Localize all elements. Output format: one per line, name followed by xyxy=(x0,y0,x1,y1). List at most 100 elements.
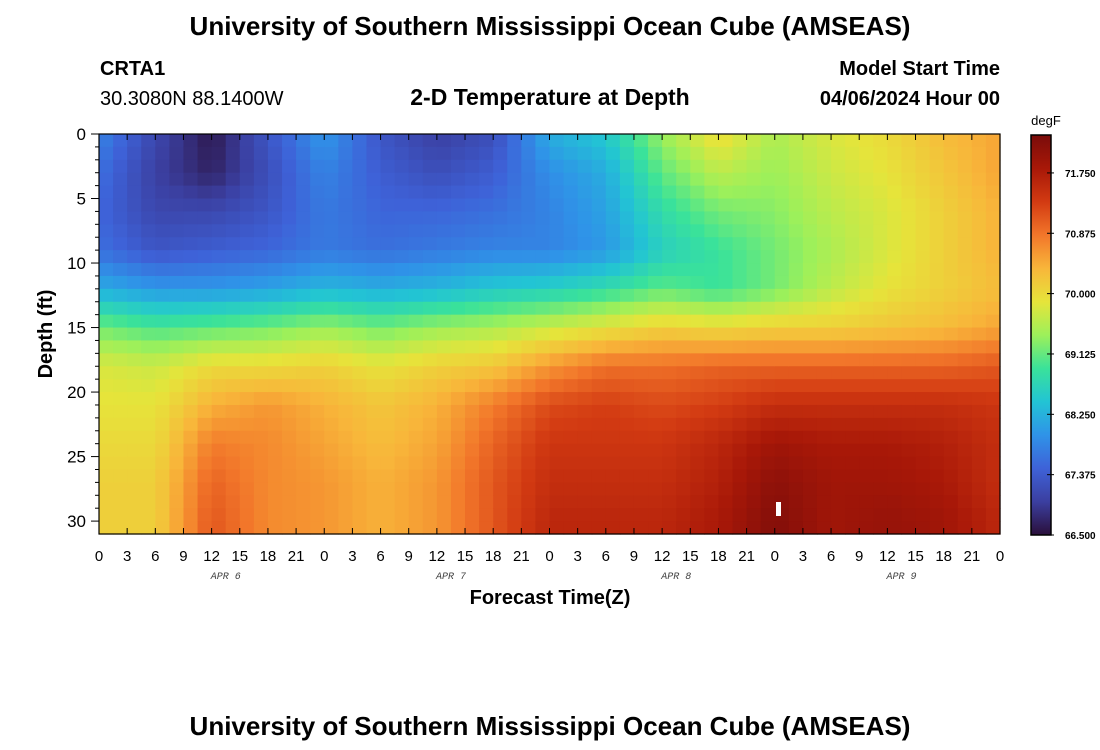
heatmap-cell xyxy=(957,495,973,509)
heatmap-cell xyxy=(310,521,325,535)
heatmap-cell xyxy=(141,392,156,406)
heatmap-cell xyxy=(648,521,663,535)
heatmap-cell xyxy=(831,521,846,535)
heatmap-cell xyxy=(267,456,283,471)
heatmap-cell xyxy=(971,392,987,406)
heatmap-cell xyxy=(957,508,973,522)
heatmap-cell xyxy=(113,211,128,225)
heatmap-cell xyxy=(267,314,283,329)
heatmap-cell xyxy=(197,379,213,393)
heatmap-cell xyxy=(985,366,1001,380)
heatmap-cell xyxy=(267,404,283,419)
heatmap-cell xyxy=(929,224,945,238)
heatmap-cell xyxy=(957,366,973,380)
heatmap-cell xyxy=(648,482,663,496)
heatmap-cell xyxy=(267,146,283,161)
heatmap-cell xyxy=(774,366,790,380)
heatmap-cell xyxy=(704,379,720,393)
heatmap-cell xyxy=(479,288,494,303)
heatmap-cell xyxy=(704,146,720,161)
heatmap-cell xyxy=(915,185,931,200)
heatmap-cell xyxy=(422,495,438,509)
heatmap-cell xyxy=(816,237,832,251)
colorbar-tick-label: 71.750 xyxy=(1065,169,1096,180)
heatmap-cell xyxy=(225,198,241,213)
heatmap-cell xyxy=(113,172,128,187)
heatmap-cell xyxy=(493,275,508,290)
heatmap-cell xyxy=(99,250,114,264)
heatmap-cell xyxy=(859,275,874,290)
heatmap-cell xyxy=(535,275,551,290)
heatmap-cell xyxy=(310,237,325,251)
heatmap-cell xyxy=(408,275,424,290)
heatmap-cell xyxy=(648,288,663,303)
heatmap-cell xyxy=(296,392,311,406)
heatmap-cell xyxy=(479,379,494,393)
heatmap-cell xyxy=(676,340,691,354)
heatmap-cell xyxy=(648,495,663,509)
x-tick-label: 18 xyxy=(710,548,727,565)
heatmap-cell xyxy=(225,288,241,303)
heatmap-cell xyxy=(310,275,325,290)
heatmap-cell xyxy=(859,172,874,187)
heatmap-cell xyxy=(267,353,283,367)
heatmap-cell xyxy=(239,327,255,342)
heatmap-cell xyxy=(380,250,396,264)
heatmap-cell xyxy=(619,198,635,213)
heatmap-cell xyxy=(253,392,269,406)
heatmap-cell xyxy=(324,198,339,213)
heatmap-cell xyxy=(366,211,382,225)
heatmap-cell xyxy=(408,314,424,329)
heatmap-cell xyxy=(324,224,339,238)
heatmap-cell xyxy=(929,340,945,354)
heatmap-cell xyxy=(99,456,114,471)
heatmap-cell xyxy=(943,224,959,238)
heatmap-cell xyxy=(802,250,818,264)
heatmap-cell xyxy=(690,185,705,200)
heatmap-cell xyxy=(225,146,241,161)
heatmap-cell xyxy=(113,469,128,483)
heatmap-cell xyxy=(422,456,438,471)
heatmap-cell xyxy=(380,275,396,290)
heatmap-cell xyxy=(535,417,551,432)
heatmap-cell xyxy=(802,288,818,303)
heatmap-cell xyxy=(296,134,311,148)
heatmap-cell xyxy=(887,185,903,200)
heatmap-cell xyxy=(253,211,269,225)
heatmap-cell xyxy=(802,456,818,471)
heatmap-cell xyxy=(831,327,846,342)
heatmap-cell xyxy=(239,366,255,380)
heatmap-cell xyxy=(493,508,508,522)
heatmap-cell xyxy=(985,159,1001,174)
heatmap-cell xyxy=(887,495,903,509)
heatmap-cell xyxy=(324,275,339,290)
heatmap-cell xyxy=(535,134,551,148)
heatmap-cell xyxy=(732,417,748,432)
heatmap-cell xyxy=(760,417,776,432)
heatmap-cell xyxy=(887,211,903,225)
heatmap-cell xyxy=(648,353,663,367)
x-tick-label: 3 xyxy=(123,548,131,565)
heatmap-cell xyxy=(225,482,241,496)
heatmap-cell xyxy=(929,353,945,367)
x-tick-label: 6 xyxy=(151,548,159,565)
heatmap-cell xyxy=(704,275,720,290)
heatmap-cell xyxy=(324,366,339,380)
heatmap-cell xyxy=(197,521,213,535)
heatmap-cell xyxy=(155,469,170,483)
heatmap-cell xyxy=(563,250,579,264)
heatmap-cell xyxy=(788,417,804,432)
heatmap-cell xyxy=(127,327,142,342)
heatmap-cell xyxy=(197,495,213,509)
heatmap-cell xyxy=(901,482,917,496)
heatmap-cell xyxy=(943,146,959,161)
heatmap-cell xyxy=(352,392,368,406)
heatmap-cell xyxy=(619,417,635,432)
heatmap-cell xyxy=(971,366,987,380)
heatmap-cell xyxy=(845,456,860,471)
heatmap-cell xyxy=(577,417,593,432)
heatmap-cell xyxy=(718,198,734,213)
heatmap-cell xyxy=(605,521,621,535)
heatmap-cell xyxy=(704,469,720,483)
heatmap-cell xyxy=(929,314,945,329)
